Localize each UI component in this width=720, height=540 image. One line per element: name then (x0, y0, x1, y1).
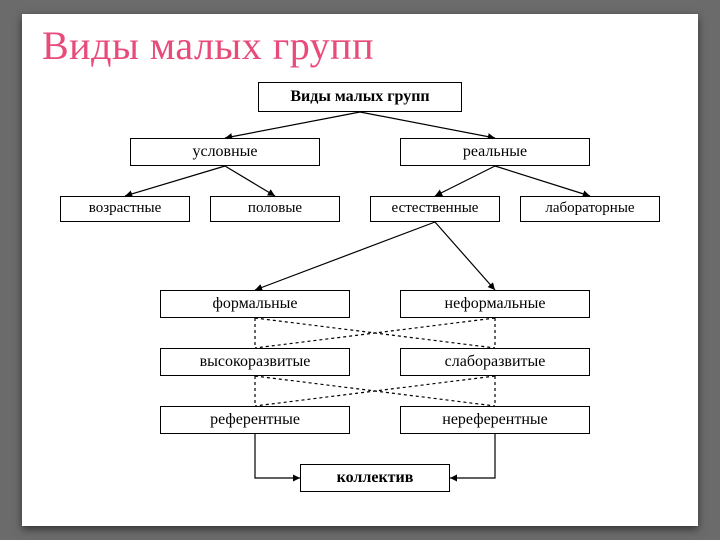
node-root: Виды малых групп (258, 82, 462, 112)
node-low: слаборазвитые (400, 348, 590, 376)
node-cond: условные (130, 138, 320, 166)
node-sex: половые (210, 196, 340, 222)
node-ref: референтные (160, 406, 350, 434)
node-age: возрастные (60, 196, 190, 222)
node-nat: естественные (370, 196, 500, 222)
page-title: Виды малых групп (42, 22, 374, 69)
node-high: высокоразвитые (160, 348, 350, 376)
node-form: формальные (160, 290, 350, 318)
slide: Виды малых групп Виды малых групп условны… (0, 0, 720, 540)
node-real: реальные (400, 138, 590, 166)
node-nref: нереферентные (400, 406, 590, 434)
node-coll: коллектив (300, 464, 450, 492)
node-lab: лабораторные (520, 196, 660, 222)
node-nform: неформальные (400, 290, 590, 318)
